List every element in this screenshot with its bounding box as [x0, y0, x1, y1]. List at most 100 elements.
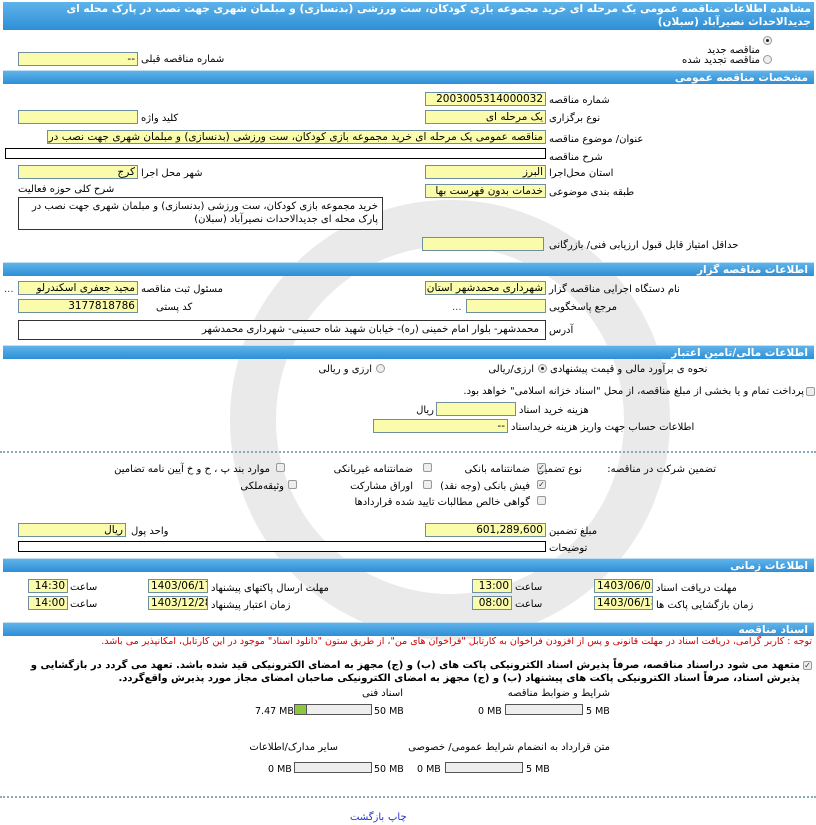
receive-time-label: ساعت [515, 582, 543, 593]
checkbox-property[interactable] [288, 480, 297, 489]
open-date-field[interactable]: 1403/06/18 [594, 596, 653, 610]
holding-type-field[interactable]: یک مرحله ای [425, 110, 546, 124]
progress-other [294, 762, 372, 773]
receive-label: مهلت دریافت اسناد [656, 583, 737, 594]
receive-date-field[interactable]: 1403/06/05 [594, 579, 653, 593]
number-label: شماره مناقصه [549, 95, 610, 106]
registrar-field[interactable]: مجید جعفری اسکندرلو [18, 281, 138, 295]
city-field[interactable]: کرج [18, 165, 138, 179]
claims-certificate-label: گواهی خالص مطالبات تایید شده قراردادها [354, 497, 530, 508]
subject-field[interactable]: مناقصه عمومی یک مرحله ای خرید مجموعه باز… [47, 130, 546, 144]
progress-fill [295, 705, 308, 714]
rial-label: ارزی/ریالی [488, 364, 534, 375]
radio-both[interactable] [376, 364, 385, 373]
both-label: ارزی و ریالی [318, 364, 373, 375]
file-label-contract: متن قرارداد به انضمام شرایط عمومی/ خصوصی [408, 742, 610, 753]
notes-field[interactable] [18, 541, 546, 552]
account-field[interactable]: -- [373, 419, 508, 433]
checkbox-bank-guarantee[interactable]: ✓ [537, 463, 546, 472]
guarantee-label: تضمین شرکت در مناقصه: [607, 464, 716, 475]
tender-number-field[interactable]: 2003005314000032 [425, 92, 546, 106]
section-documents: اسناد مناقصه [3, 622, 814, 636]
address-box: محمدشهر- بلوار امام خمینی (ره)- خیابان ش… [18, 320, 546, 340]
checkbox-bank-receipt[interactable]: ✓ [537, 480, 546, 489]
keyword-label: کلید واژه [141, 113, 179, 124]
validity-time-field[interactable]: 14:00 [28, 596, 68, 610]
currency-field[interactable]: ریال [18, 523, 126, 537]
bank-guarantee-label: ضمانتنامه بانکی [464, 464, 530, 475]
description-label: شرح مناقصه [549, 152, 603, 163]
back-link[interactable]: بازگشت [350, 812, 385, 823]
nonbank-guarantee-label: ضمانتنامه غیربانکی [333, 464, 413, 475]
checkbox-bonds[interactable] [423, 480, 432, 489]
checkbox-claims-certificate[interactable] [537, 496, 546, 505]
open-time-label: ساعت [515, 599, 543, 610]
divider [0, 796, 816, 798]
file-max-contract: 5 MB [526, 764, 550, 775]
scope-box: خرید مجموعه بازی کودکان، ست ورزشی (بدنسا… [18, 197, 383, 230]
radio-rial[interactable] [538, 364, 547, 373]
checkbox-nonbank-guarantee[interactable] [423, 463, 432, 472]
description-field[interactable] [5, 148, 546, 159]
min-score-field[interactable] [422, 237, 544, 251]
treasury-checkbox[interactable] [806, 387, 815, 396]
reference-field[interactable] [466, 299, 546, 313]
submit-date-field[interactable]: 1403/06/17 [148, 579, 208, 593]
file-label-other: سایر مدارک/اطلاعات [249, 742, 338, 753]
file-max-conditions: 5 MB [586, 706, 610, 717]
registrar-more-button[interactable]: ... [4, 284, 14, 295]
commitment-checkbox[interactable]: ✓ [803, 661, 812, 670]
registrar-label: مسئول ثبت مناقصه [141, 284, 223, 295]
section-organizer: اطلاعات مناقصه گزار [3, 262, 814, 276]
progress-technical [294, 704, 372, 715]
file-used-contract: 0 MB [417, 764, 441, 775]
postal-field[interactable]: 3177818786 [18, 299, 138, 313]
keyword-field[interactable] [18, 110, 138, 124]
amount-label: مبلغ تضمین [549, 526, 598, 537]
receive-time-field[interactable]: 13:00 [472, 579, 512, 593]
estimate-label: نحوه ی برآورد مالی و قیمت پیشنهادی [550, 364, 708, 375]
bank-receipt-label: فیش بانکی (وجه نقد) [440, 481, 530, 492]
radio-new-tender[interactable] [763, 36, 772, 45]
bonds-label: اوراق مشارکت [350, 481, 413, 492]
open-label: زمان بازگشایی پاکت ها [656, 600, 754, 611]
radio-renewed-tender[interactable] [763, 55, 772, 64]
prev-number-field[interactable]: -- [18, 52, 138, 66]
doc-cost-unit: ریال [416, 405, 434, 416]
validity-date-field[interactable]: 1403/12/28 [148, 596, 208, 610]
progress-contract [445, 762, 523, 773]
category-label: طبقه بندی موضوعی [549, 187, 635, 198]
subject-label: عنوان/ موضوع مناقصه [549, 134, 644, 145]
guarantee-amount-field[interactable]: 601,289,600 [425, 523, 546, 537]
renewed-tender-label: مناقصه تجدید شده [682, 55, 760, 66]
doc-cost-label: هزینه خرید اسناد [519, 405, 589, 416]
province-field[interactable]: البرز [425, 165, 546, 179]
city-label: شهر محل اجرا [141, 168, 203, 179]
submit-time-label: ساعت [70, 582, 98, 593]
page-title: مشاهده اطلاعات مناقصه عمومی یک مرحله ای … [3, 2, 814, 30]
validity-label: زمان اعتبار پیشنهاد [211, 600, 291, 611]
file-label-conditions: شرایط و ضوابط مناقصه [507, 688, 610, 699]
holding-type-label: نوع برگزاری [549, 113, 601, 124]
prev-number-label: شماره مناقصه قبلی [141, 54, 225, 65]
currency-label: واحد پول [131, 526, 169, 537]
commitment-text: متعهد می شود دراسناد مناقصه، صرفاً پذیرش… [30, 660, 800, 684]
org-field[interactable]: شهرداری محمدشهر استان [425, 281, 546, 295]
submit-time-field[interactable]: 14:30 [28, 579, 68, 593]
section-finance: اطلاعات مالی/تامین اعتبار [3, 345, 814, 359]
notes-label: توضیحات [549, 543, 588, 554]
address-label: آدرس [549, 325, 574, 336]
file-max-other: 50 MB [374, 764, 404, 775]
checkbox-other-items[interactable] [276, 463, 285, 472]
validity-time-label: ساعت [70, 599, 98, 610]
category-field[interactable]: خدمات بدون فهرست بها [425, 184, 546, 198]
reference-more-button[interactable]: ... [452, 302, 462, 313]
doc-cost-field[interactable] [436, 402, 516, 416]
file-label-technical: اسناد فنی [362, 688, 403, 699]
scope-label: شرح کلی حوزه فعالیت [18, 184, 115, 195]
postal-label: کد پستی [156, 302, 193, 313]
open-time-field[interactable]: 08:00 [472, 596, 512, 610]
file-used-technical: 7.47 MB [255, 706, 294, 717]
print-link[interactable]: چاپ [388, 812, 407, 823]
